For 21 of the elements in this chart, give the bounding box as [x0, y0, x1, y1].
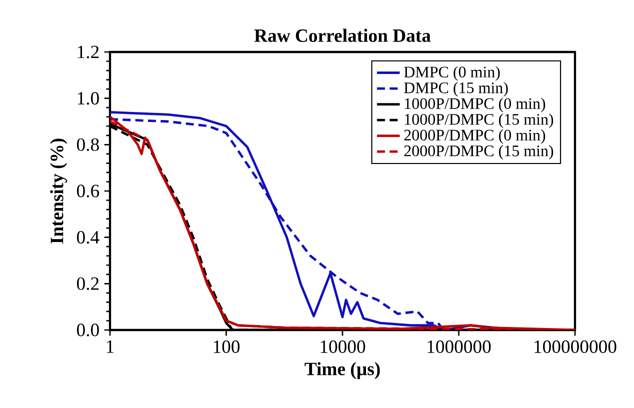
y-axis-title: Intensity (%)	[50, 138, 68, 244]
x-tick-label: 10000	[320, 340, 366, 354]
y-tick-label: 0.2	[76, 277, 99, 290]
x-tick-label: 1	[106, 340, 114, 353]
x-tick-label: 100	[214, 340, 240, 354]
legend-label: DMPC (0 min)	[404, 66, 500, 81]
x-tick-label: 1000000	[428, 340, 491, 354]
y-tick-label: 1.2	[78, 46, 99, 58]
chart-title: Raw Correlation Data	[254, 28, 431, 42]
y-tick-label: 0.6	[76, 184, 100, 198]
y-tick-label: 0.0	[76, 324, 99, 336]
legend-label: 2000P/DMPC (0 min)	[404, 129, 546, 144]
y-tick-label: 0.4	[76, 230, 100, 244]
x-axis-title: Time (µs)	[304, 362, 380, 380]
legend-label: DMPC (15 min)	[404, 82, 508, 96]
legend-label: 1000P/DMPC (0 min)	[405, 98, 546, 112]
y-tick-label: 0.8	[76, 138, 99, 152]
y-tick-label: 1.0	[78, 92, 99, 105]
x-tick-label: 100000000	[534, 340, 616, 354]
legend-label: 2000P/DMPC (15 min)	[404, 145, 554, 160]
legend-label: 1000P/DMPC (15 min)	[405, 114, 554, 128]
